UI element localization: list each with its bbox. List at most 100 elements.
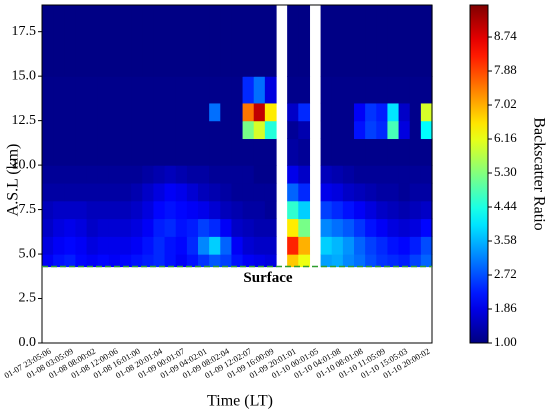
heatmap-cell — [42, 76, 54, 104]
heatmap-cell — [220, 102, 233, 122]
heatmap-cell — [86, 120, 99, 140]
heatmap-cell — [242, 102, 255, 122]
heatmap-cell — [398, 5, 411, 77]
heatmap-cell — [409, 236, 422, 255]
heatmap-cell — [86, 5, 99, 77]
heatmap-cell — [75, 5, 88, 77]
heatmap-cell — [186, 138, 199, 166]
heatmap-cell — [398, 200, 411, 220]
heatmap-cell — [142, 138, 155, 166]
heatmap-cell — [287, 102, 299, 122]
heatmap-cell — [376, 102, 389, 122]
heatmap-cell — [298, 254, 311, 268]
heatmap-cell — [131, 76, 143, 104]
heatmap-cell — [398, 236, 411, 255]
heatmap-cell — [242, 120, 255, 140]
heatmap-cell — [376, 5, 389, 77]
heatmap-cell — [175, 5, 188, 77]
heatmap-cell — [365, 165, 377, 184]
heatmap-cell — [175, 182, 188, 202]
heatmap-cell — [287, 182, 299, 202]
heatmap-cell — [120, 236, 132, 255]
heatmap-cell — [354, 102, 366, 122]
heatmap-cell — [86, 76, 99, 104]
heatmap-cell — [409, 102, 422, 122]
heatmap-cell — [97, 182, 110, 202]
heatmap-cell — [153, 218, 166, 237]
heatmap-cell — [64, 138, 77, 166]
heatmap-cell — [264, 200, 277, 220]
heatmap-cell — [108, 200, 121, 220]
heatmap-cell — [409, 200, 422, 220]
heatmap-cell — [420, 236, 433, 255]
heatmap-cell — [186, 102, 199, 122]
heatmap-cell — [409, 5, 422, 77]
heatmap-cell — [75, 102, 88, 122]
colorbar-tick-label: 2.72 — [494, 266, 517, 281]
heatmap-cell — [175, 76, 188, 104]
heatmap-cell — [164, 138, 177, 166]
heatmap-cell — [231, 182, 244, 202]
heatmap-cell — [175, 218, 188, 237]
y-axis-title: A.S.L (km) — [5, 144, 22, 217]
heatmap-cell — [209, 120, 221, 140]
heatmap-cell — [287, 236, 299, 255]
heatmap-cell — [53, 236, 65, 255]
heatmap-cell — [242, 165, 255, 184]
heatmap-cell — [331, 182, 344, 202]
x-axis-title: Time (LT) — [207, 393, 273, 410]
heatmap-cell — [320, 138, 333, 166]
heatmap-cell — [354, 182, 366, 202]
heatmap-cell — [198, 102, 210, 122]
heatmap-cell — [420, 254, 433, 268]
heatmap-cell — [264, 120, 277, 140]
colorbar-tick-label: 3.58 — [494, 232, 517, 247]
heatmap-cell — [231, 138, 244, 166]
heatmap-cell — [175, 102, 188, 122]
heatmap-cell — [186, 120, 199, 140]
heatmap-cell — [253, 218, 266, 237]
heatmap-cell — [342, 120, 355, 140]
heatmap-cell — [420, 165, 433, 184]
heatmap-cell — [108, 76, 121, 104]
heatmap-cell — [97, 76, 110, 104]
heatmap-cell — [209, 76, 221, 104]
heatmap-cell — [164, 200, 177, 220]
heatmap-cell — [186, 5, 199, 77]
heatmap-cell — [298, 200, 311, 220]
heatmap-cell — [398, 138, 411, 166]
heatmap-cell — [209, 254, 221, 268]
heatmap-cell — [253, 254, 266, 268]
heatmap-cell — [387, 120, 400, 140]
heatmap-cell — [153, 254, 166, 268]
heatmap-cell — [264, 138, 277, 166]
heatmap-cell — [42, 102, 54, 122]
heatmap-cell — [409, 120, 422, 140]
heatmap-cell — [354, 76, 366, 104]
heatmap-cell — [53, 182, 65, 202]
heatmap-cell — [420, 138, 433, 166]
heatmap-cell — [186, 218, 199, 237]
y-tick-label: 5.0 — [19, 246, 37, 261]
heatmap-cell — [287, 138, 299, 166]
heatmap-cell — [186, 165, 199, 184]
heatmap-cell — [198, 165, 210, 184]
heatmap-cell — [298, 165, 311, 184]
heatmap-cell — [131, 138, 143, 166]
heatmap-cell — [131, 218, 143, 237]
heatmap-cell — [97, 102, 110, 122]
heatmap-cell — [86, 218, 99, 237]
heatmap-cell — [253, 138, 266, 166]
heatmap-cell — [264, 165, 277, 184]
heatmap-cell — [97, 236, 110, 255]
heatmap-cell — [86, 254, 99, 268]
heatmap-cell — [242, 200, 255, 220]
heatmap-cell — [175, 120, 188, 140]
heatmap-cell — [164, 76, 177, 104]
heatmap-cell — [387, 200, 400, 220]
heatmap-cell — [409, 218, 422, 237]
heatmap-cell — [220, 254, 233, 268]
heatmap-cell — [331, 138, 344, 166]
heatmap-cell — [209, 165, 221, 184]
